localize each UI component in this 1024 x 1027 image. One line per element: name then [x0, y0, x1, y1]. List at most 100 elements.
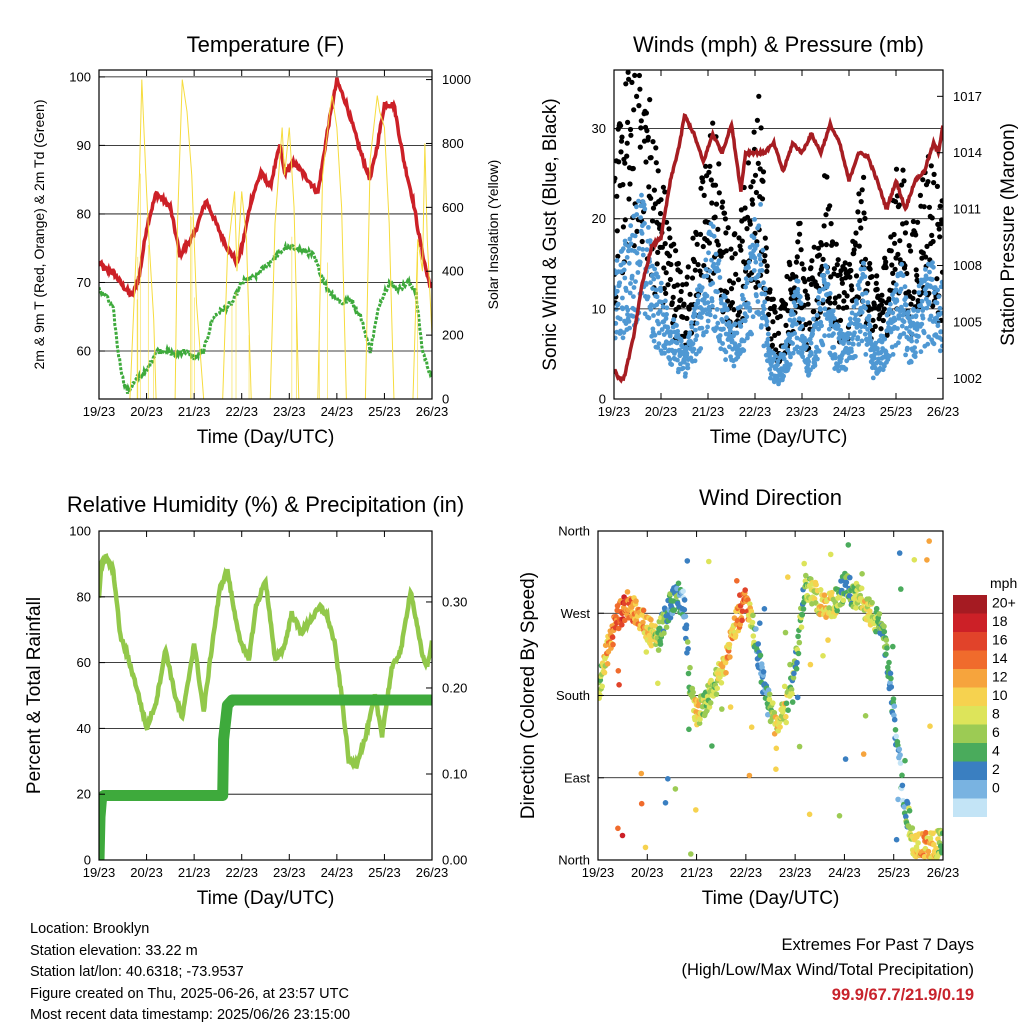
point	[800, 606, 807, 612]
point	[899, 782, 906, 789]
point	[619, 832, 626, 839]
point	[836, 293, 842, 299]
point	[651, 338, 657, 344]
point	[846, 261, 853, 267]
point	[881, 306, 887, 312]
point	[626, 260, 632, 266]
point	[848, 267, 854, 274]
point	[806, 811, 813, 818]
point	[764, 319, 770, 324]
point	[683, 622, 690, 628]
point	[698, 315, 704, 320]
point	[619, 134, 625, 140]
point	[834, 607, 840, 614]
point	[616, 159, 622, 165]
y-tick-label: 0	[84, 853, 91, 868]
colorbar-swatch	[953, 687, 987, 706]
point	[870, 317, 876, 323]
point	[831, 266, 838, 272]
point	[639, 238, 645, 245]
point	[750, 179, 756, 185]
y2-tick-label: 800	[442, 136, 464, 151]
point	[829, 589, 835, 596]
point	[678, 338, 684, 344]
point	[668, 261, 674, 268]
point	[930, 238, 936, 245]
point	[722, 294, 728, 300]
point	[799, 323, 805, 329]
point	[859, 187, 865, 193]
point	[920, 315, 926, 321]
point	[744, 314, 750, 320]
point	[903, 813, 909, 820]
point	[875, 346, 880, 351]
point	[881, 628, 888, 635]
point	[848, 283, 855, 289]
point	[715, 226, 721, 232]
point	[664, 312, 669, 317]
y-tick-label: 10	[592, 301, 606, 316]
point	[797, 316, 802, 321]
point	[695, 262, 701, 268]
point	[752, 255, 758, 261]
point	[726, 641, 733, 648]
y2-tick-label: 400	[442, 264, 464, 279]
point	[759, 664, 765, 671]
point	[761, 343, 767, 349]
y-tick-label: 80	[77, 206, 91, 221]
point	[685, 670, 692, 677]
point	[610, 641, 616, 648]
point	[908, 359, 914, 365]
point	[879, 292, 885, 298]
point	[823, 212, 829, 218]
point	[757, 256, 763, 262]
y-tick-label: 80	[77, 589, 91, 604]
colorbar-title: mph	[990, 575, 1017, 591]
point	[699, 306, 704, 312]
point	[615, 301, 621, 307]
point	[898, 586, 904, 592]
point	[889, 262, 895, 268]
point	[794, 335, 800, 341]
point	[801, 560, 807, 567]
point	[757, 620, 763, 626]
point	[767, 367, 773, 372]
point	[719, 706, 725, 712]
point	[680, 365, 686, 371]
point	[827, 300, 833, 306]
point	[828, 274, 834, 280]
point	[876, 611, 883, 617]
point	[707, 268, 713, 274]
point	[864, 337, 870, 343]
point	[760, 310, 765, 316]
point	[653, 145, 659, 151]
series-precip	[99, 694, 432, 860]
point	[890, 270, 896, 276]
point	[863, 305, 868, 311]
point	[627, 325, 632, 331]
x-axis-label: Time (Day/UTC)	[197, 888, 335, 909]
point	[712, 214, 718, 220]
point	[704, 329, 709, 335]
point	[897, 760, 904, 766]
point	[689, 275, 696, 281]
point	[626, 319, 632, 324]
x-tick-label: 20/23	[631, 865, 664, 880]
point	[894, 298, 900, 304]
point	[675, 580, 682, 587]
point	[628, 241, 634, 247]
point	[643, 110, 650, 116]
point	[773, 766, 779, 772]
point	[682, 613, 689, 620]
point	[829, 239, 836, 245]
x-tick-label: 22/23	[225, 404, 258, 419]
point	[873, 280, 879, 286]
point	[699, 285, 705, 290]
point	[792, 317, 797, 323]
point	[655, 647, 662, 653]
point	[650, 286, 655, 291]
point	[836, 813, 843, 819]
point	[925, 848, 932, 855]
point	[744, 226, 750, 232]
point	[624, 589, 631, 595]
